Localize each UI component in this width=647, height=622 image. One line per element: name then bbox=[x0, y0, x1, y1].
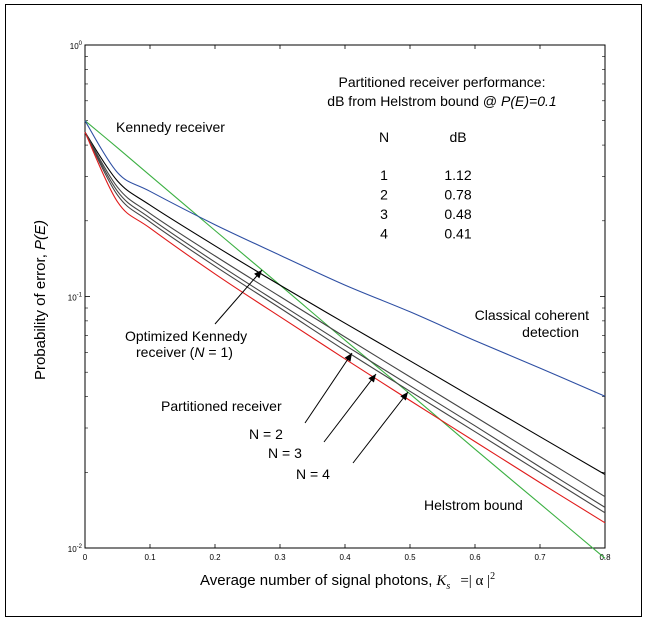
table-cell-db: 0.48 bbox=[444, 206, 471, 222]
classical-label-line1: Classical coherent bbox=[475, 307, 589, 323]
table-cell-db: 0.78 bbox=[444, 187, 471, 203]
annotation-arrows bbox=[214, 269, 409, 464]
table-cell-db: 1.12 bbox=[444, 167, 471, 183]
series-line-n3 bbox=[84, 131, 606, 508]
x-axis-label: Average number of signal photons, Ks =| α … bbox=[200, 571, 495, 592]
x-axis-ticks: 0 0.1 0.2 0.3 0.4 0.5 0.6 0.7 0.8 bbox=[83, 45, 611, 562]
table-rows: 1 1.12 2 0.78 3 0.48 4 0.41 bbox=[380, 167, 472, 242]
classical-label-line2: detection bbox=[522, 324, 579, 340]
x-tick-label: 0.4 bbox=[339, 553, 351, 562]
partitioned-receiver-label: Partitioned receiver bbox=[161, 398, 282, 414]
arrow-optimized-kennedy-head bbox=[254, 270, 262, 279]
n3-label: N = 3 bbox=[268, 445, 302, 461]
arrow-n3-head bbox=[368, 374, 376, 383]
table-header-db: dB bbox=[449, 129, 466, 145]
series-line-kennedy bbox=[84, 120, 606, 559]
arrow-n2-head bbox=[344, 353, 352, 362]
y-tick-label: 100 bbox=[70, 41, 83, 51]
y-axis-ticks: 100 10-1 10-2 bbox=[68, 41, 605, 554]
arrow-n4 bbox=[352, 391, 409, 464]
table-title-line1: Partitioned receiver performance: bbox=[339, 74, 546, 90]
arrow-n4-head bbox=[400, 392, 408, 401]
x-tick-label: 0 bbox=[83, 553, 88, 562]
x-tick-label: 0.7 bbox=[534, 553, 546, 562]
n2-label: N = 2 bbox=[249, 426, 283, 442]
y-axis-label: Probability of error, P(E) bbox=[32, 220, 49, 380]
table-header-n: N bbox=[379, 129, 389, 145]
series-line-n4 bbox=[84, 131, 606, 514]
x-tick-label: 0.6 bbox=[469, 553, 481, 562]
x-tick-label: 0.3 bbox=[274, 553, 286, 562]
table-cell-n: 2 bbox=[380, 187, 388, 203]
series-line-classical bbox=[84, 120, 606, 397]
table-title-line2: dB from Helstrom bound @ P(E)=0.1 bbox=[327, 93, 556, 109]
series-line-optimized bbox=[84, 131, 606, 475]
series-lines bbox=[84, 120, 606, 559]
series-line-n2 bbox=[84, 131, 606, 498]
optimized-kennedy-label-line2: receiver (N = 1) bbox=[136, 344, 233, 360]
n4-label: N = 4 bbox=[296, 466, 330, 482]
x-tick-label: 0.2 bbox=[209, 553, 221, 562]
y-tick-label: 10-1 bbox=[68, 293, 83, 303]
table-cell-n: 4 bbox=[380, 226, 388, 242]
arrow-optimized-kennedy bbox=[214, 269, 263, 325]
x-tick-label: 0.5 bbox=[404, 553, 416, 562]
arrow-n3 bbox=[323, 373, 377, 443]
arrow-n2 bbox=[304, 352, 353, 424]
table-cell-n: 1 bbox=[380, 167, 388, 183]
figure-frame bbox=[5, 4, 642, 617]
table-cell-n: 3 bbox=[380, 206, 388, 222]
optimized-kennedy-label-line1: Optimized Kennedy bbox=[125, 328, 247, 344]
kennedy-label: Kennedy receiver bbox=[116, 119, 225, 135]
x-tick-label: 0.8 bbox=[599, 553, 611, 562]
helstrom-label: Helstrom bound bbox=[424, 497, 523, 513]
table-cell-db: 0.41 bbox=[444, 226, 471, 242]
x-tick-label: 0.1 bbox=[144, 553, 156, 562]
y-tick-label: 10-2 bbox=[68, 544, 83, 554]
series-line-helstrom bbox=[84, 131, 606, 524]
